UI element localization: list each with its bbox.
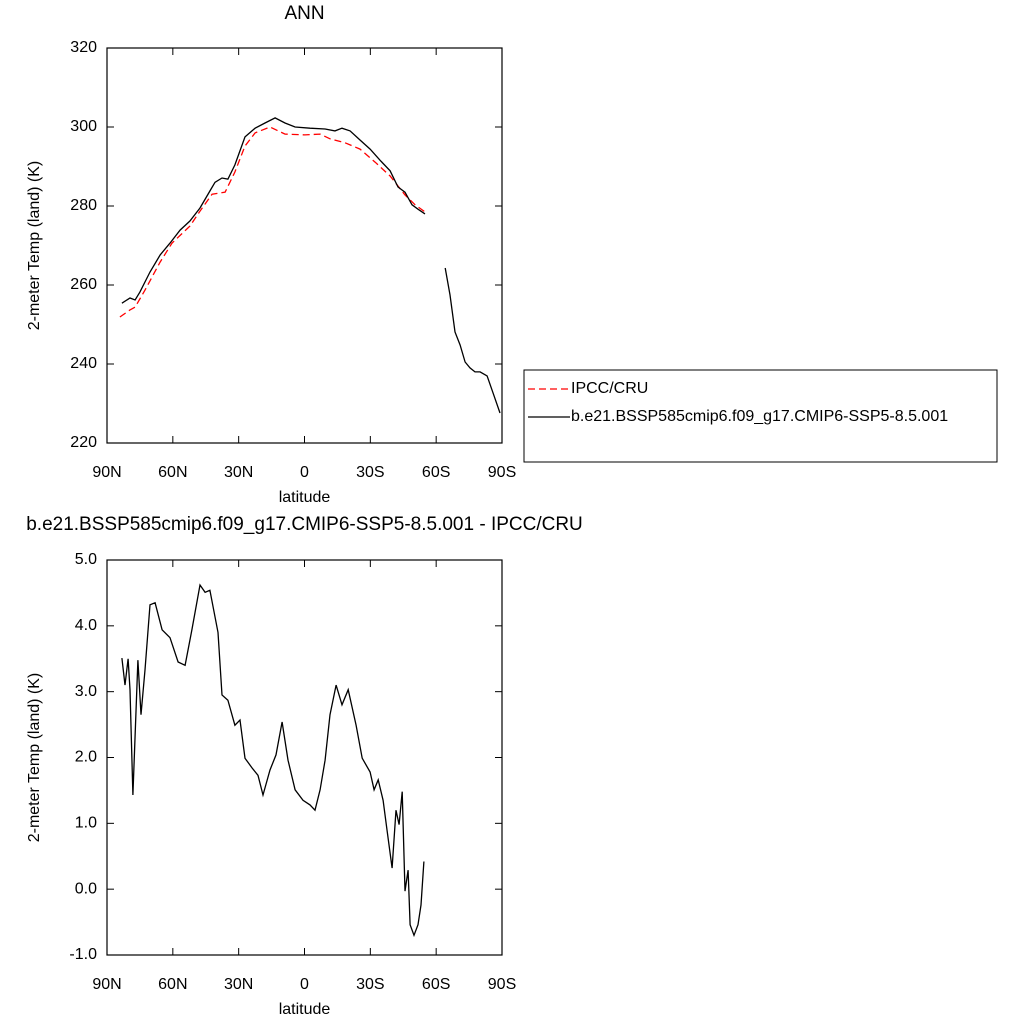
x-tick-label: 60N bbox=[158, 464, 187, 481]
y-tick-label: 320 bbox=[70, 39, 97, 56]
y-tick-label: 280 bbox=[70, 197, 97, 214]
plot-frame bbox=[106, 559, 503, 956]
x-tick-label: 90N bbox=[92, 976, 121, 993]
y-tick-label: 260 bbox=[70, 276, 97, 293]
x-tick-label: 30N bbox=[224, 976, 253, 993]
y-tick-label: 1.0 bbox=[75, 815, 97, 832]
x-axis-label: latitude bbox=[279, 1001, 331, 1018]
x-tick-label: 90N bbox=[92, 464, 121, 481]
y-tick-label: 300 bbox=[70, 118, 97, 135]
y-tick-label: 0.0 bbox=[75, 880, 97, 897]
data-line bbox=[121, 583, 425, 938]
chart-title: ANN bbox=[284, 3, 324, 24]
y-tick-label: 3.0 bbox=[75, 683, 97, 700]
x-tick-label: 60S bbox=[422, 464, 450, 481]
plot-frame bbox=[106, 47, 503, 444]
y-tick-label: 240 bbox=[70, 355, 97, 372]
x-tick-label: 90S bbox=[488, 976, 516, 993]
data-line bbox=[121, 117, 501, 414]
y-axis-label: 2-meter Temp (land) (K) bbox=[26, 673, 43, 843]
y-tick-label: 220 bbox=[70, 434, 97, 451]
legend-box bbox=[523, 369, 998, 463]
x-tick-label: 0 bbox=[300, 464, 309, 481]
chart-title: b.e21.BSSP585cmip6.f09_g17.CMIP6-SSP5-8.… bbox=[26, 514, 583, 535]
x-tick-label: 60S bbox=[422, 976, 450, 993]
y-tick-label: 4.0 bbox=[75, 617, 97, 634]
x-tick-label: 30S bbox=[356, 464, 384, 481]
x-axis-label: latitude bbox=[279, 489, 331, 506]
legend-label: b.e21.BSSP585cmip6.f09_g17.CMIP6-SSP5-8.… bbox=[571, 408, 948, 425]
x-tick-label: 30S bbox=[356, 976, 384, 993]
x-tick-label: 90S bbox=[488, 464, 516, 481]
y-tick-label: 5.0 bbox=[75, 551, 97, 568]
x-tick-label: 60N bbox=[158, 976, 187, 993]
y-tick-label: 2.0 bbox=[75, 749, 97, 766]
data-line bbox=[119, 126, 426, 318]
x-tick-label: 30N bbox=[224, 464, 253, 481]
y-axis-label: 2-meter Temp (land) (K) bbox=[26, 161, 43, 331]
x-tick-label: 0 bbox=[300, 976, 309, 993]
legend-label: IPCC/CRU bbox=[571, 380, 648, 397]
y-tick-label: -1.0 bbox=[69, 946, 97, 963]
